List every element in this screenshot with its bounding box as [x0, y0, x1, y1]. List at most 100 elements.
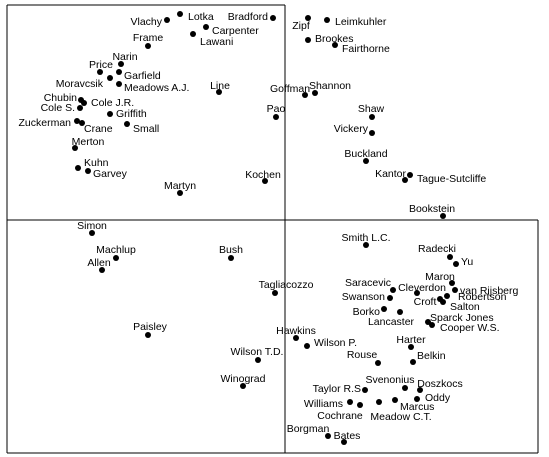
point-label: Swanson	[342, 291, 385, 303]
point-label: Pao	[267, 103, 286, 115]
point-label: Croft	[414, 296, 437, 308]
point-label: Zuckerman	[18, 117, 71, 129]
point	[302, 92, 308, 98]
point-label: Borgman	[287, 423, 330, 435]
point-label: Bookstein	[409, 203, 455, 215]
point	[75, 165, 81, 171]
point	[228, 255, 234, 261]
point	[272, 290, 278, 296]
point-label: Price	[89, 59, 113, 71]
point-label: Harter	[396, 334, 426, 346]
point-label: Tagliacozzo	[259, 279, 314, 291]
point	[99, 267, 105, 273]
point-label: Bush	[219, 244, 243, 256]
point-label: Oddy	[425, 392, 451, 404]
point-label: Belkin	[417, 350, 446, 362]
point	[145, 332, 151, 338]
point-label: Frame	[133, 32, 163, 44]
point	[453, 261, 459, 267]
point	[240, 383, 246, 389]
point-label: Borko	[353, 306, 381, 318]
point	[77, 105, 83, 111]
point-label: Line	[210, 80, 230, 92]
point-label: Machlup	[96, 244, 136, 256]
point-label: Robertson	[458, 291, 507, 303]
point	[392, 397, 398, 403]
point	[85, 168, 91, 174]
point	[72, 145, 78, 151]
point-label: Simon	[77, 220, 107, 232]
point	[74, 118, 80, 124]
point	[390, 287, 396, 293]
point	[447, 254, 453, 260]
point-label: Vlachy	[130, 16, 162, 28]
point	[113, 255, 119, 261]
point	[324, 17, 330, 23]
point-label: Wilson P.	[314, 337, 357, 349]
point-label: Maron	[425, 271, 455, 283]
point-label: Crane	[84, 123, 113, 135]
point	[444, 293, 450, 299]
point-label: van Rijsberg	[460, 285, 519, 297]
point-label: Allen	[87, 257, 111, 269]
point-label: Cole J.R.	[91, 97, 134, 109]
point	[440, 299, 446, 305]
point	[414, 396, 420, 402]
point-label: Garvey	[93, 168, 128, 180]
point	[414, 290, 420, 296]
point	[97, 69, 103, 75]
point	[124, 121, 130, 127]
point	[177, 190, 183, 196]
point-label: Chubin	[44, 92, 77, 104]
point	[164, 17, 170, 23]
point	[312, 90, 318, 96]
point-label: Smith L.C.	[341, 232, 390, 244]
point	[305, 37, 311, 43]
point	[347, 399, 353, 405]
point-label: Bradford	[228, 11, 268, 23]
point	[410, 359, 416, 365]
point	[116, 69, 122, 75]
point-label: Shannon	[309, 80, 351, 92]
point-label: Garfield	[124, 70, 161, 82]
point-label: Kantor	[375, 168, 406, 180]
point	[118, 61, 124, 67]
point	[381, 306, 387, 312]
point	[449, 280, 455, 286]
point-label: Bates	[334, 430, 361, 442]
point-label: Griffith	[116, 108, 147, 120]
point	[89, 230, 95, 236]
point	[407, 172, 413, 178]
point	[305, 15, 311, 21]
point-label: Cooper W.S.	[440, 322, 500, 334]
point-label: Radecki	[418, 243, 456, 255]
point-label: Salton	[450, 301, 480, 313]
point-label: Fairthorne	[342, 43, 390, 55]
point	[107, 111, 113, 117]
point-label: Wilson T.D.	[231, 346, 284, 358]
point	[190, 31, 196, 37]
point-label: Cochrane	[317, 410, 363, 422]
point-label: Taylor R.S	[313, 383, 361, 395]
point-label: Svenonius	[365, 374, 414, 386]
point	[452, 287, 458, 293]
point-label: Vickery	[334, 123, 369, 135]
point-label: Winograd	[221, 373, 266, 385]
point-label: Rouse	[347, 349, 378, 361]
point-label: Shaw	[358, 103, 385, 115]
point-label: Narin	[112, 51, 137, 63]
point-label: Lancaster	[368, 316, 415, 328]
point	[387, 295, 393, 301]
point-label: Meadow C.T.	[370, 411, 431, 423]
point-label: Cole S.	[41, 102, 75, 114]
point	[341, 439, 347, 445]
point	[363, 242, 369, 248]
point	[203, 24, 209, 30]
point	[369, 114, 375, 120]
point	[273, 114, 279, 120]
point	[417, 387, 423, 393]
point-label: Martyn	[164, 180, 196, 192]
point-label: Kuhn	[84, 157, 109, 169]
point	[402, 385, 408, 391]
